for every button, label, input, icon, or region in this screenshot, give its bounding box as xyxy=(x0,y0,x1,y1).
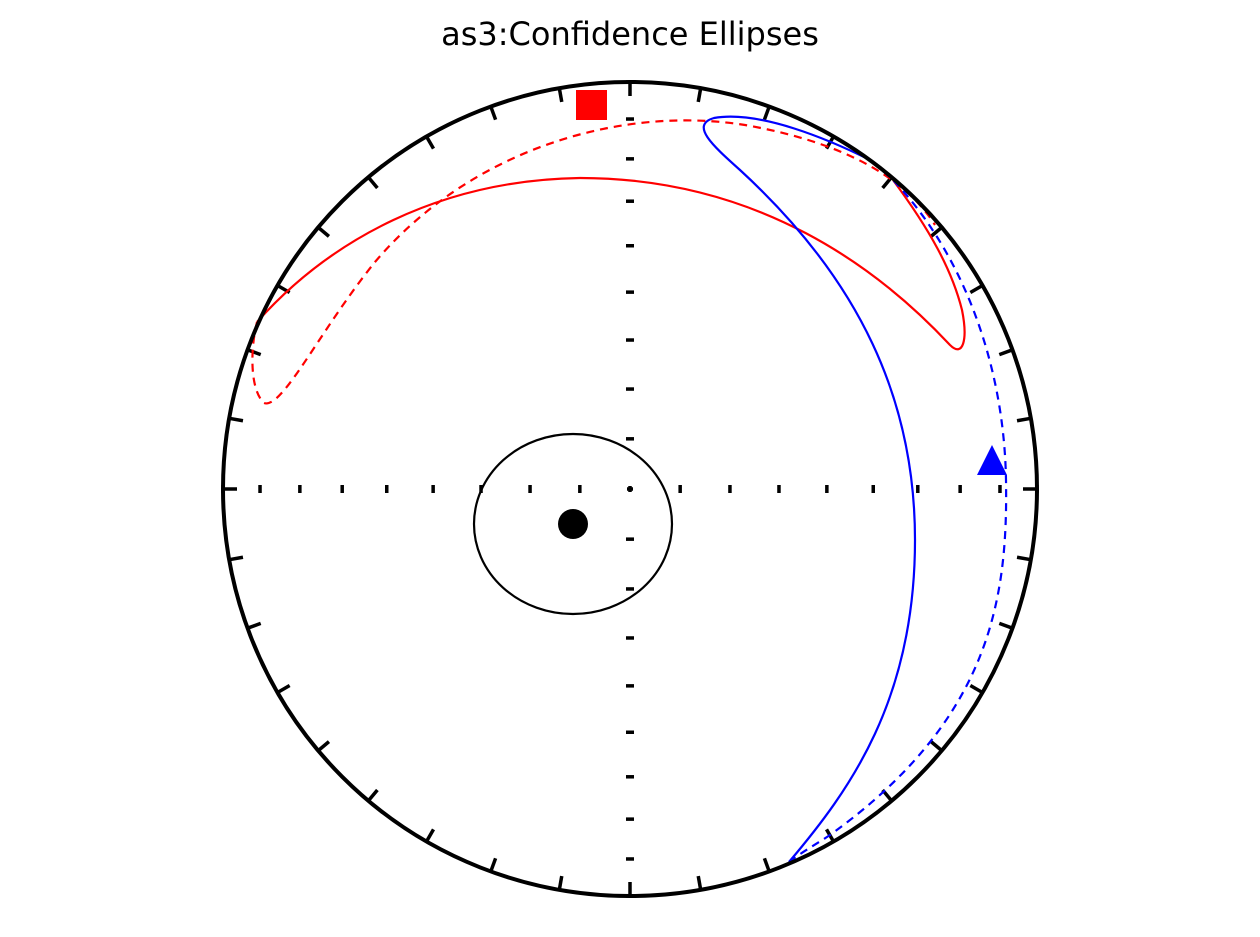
confidence-ellipse-red-lower xyxy=(256,176,966,351)
primitive-tick xyxy=(929,740,943,752)
primitive-tick xyxy=(929,226,943,238)
axis2-marker xyxy=(576,90,607,120)
axis1-marker xyxy=(558,509,588,539)
primitive-tick xyxy=(367,788,379,802)
primitive-tick xyxy=(276,683,291,695)
axis3-marker xyxy=(977,445,1007,475)
confidence-ellipse-red-upper xyxy=(251,119,936,405)
primitive-tick xyxy=(424,828,436,843)
primitive-tick xyxy=(228,416,244,423)
tick-marks xyxy=(221,80,1039,898)
primitive-tick xyxy=(998,621,1014,630)
primitive-tick xyxy=(489,857,498,873)
primitive-tick xyxy=(557,87,564,103)
primitive-tick xyxy=(557,875,564,891)
primitive-tick xyxy=(317,740,331,752)
primitive-tick xyxy=(1016,416,1032,423)
primitive-tick xyxy=(696,87,703,103)
chart-title: as3:Confidence Ellipses xyxy=(441,15,819,53)
primitive-tick xyxy=(367,176,379,190)
primitive-tick xyxy=(762,857,771,873)
confidence-ellipse-blue-lower xyxy=(702,115,917,863)
primitive-tick xyxy=(228,555,244,562)
primitive-tick xyxy=(489,105,498,121)
primitive-tick xyxy=(1016,555,1032,562)
primitive-tick xyxy=(969,283,984,295)
primitive-tick xyxy=(696,875,703,891)
primitive-circle xyxy=(221,80,1039,898)
confidence-ellipse-black xyxy=(472,432,674,616)
confidence-ellipse-blue-upper xyxy=(788,159,1008,863)
primitive-tick xyxy=(317,226,331,238)
primitive-tick xyxy=(246,348,262,357)
primitive-tick xyxy=(762,105,771,121)
primitive-tick xyxy=(998,348,1014,357)
primitive-tick xyxy=(246,621,262,630)
primitive-tick xyxy=(969,683,984,695)
primitive-tick xyxy=(424,135,436,150)
